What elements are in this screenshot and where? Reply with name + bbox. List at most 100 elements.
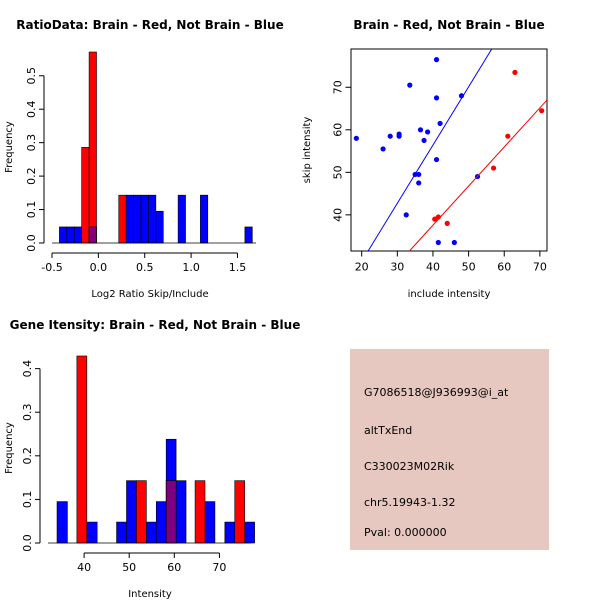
ratio-bar-not-brain [244, 226, 253, 244]
ratio-bar-not-brain [73, 226, 82, 244]
scatter-panel: Brain - Red, Not Brain - Blue include in… [302, 18, 548, 300]
scatter-point-not-brain [433, 156, 440, 163]
scatter-point-not-brain [421, 137, 427, 144]
ratio-bar-not-brain [133, 194, 142, 244]
intensity-bar-not-brain [86, 521, 98, 544]
ratio-bar-not-brain [177, 194, 186, 244]
intensity-y-axis-label: Frequency [4, 422, 15, 474]
ratio-y-tick-label: 0.4 [25, 100, 38, 118]
scatter-point-brain [435, 214, 441, 220]
ratio-bar-not-brain [148, 194, 157, 244]
ratio-y-tick-label: 0.2 [25, 167, 38, 185]
intensity-bar-not-brain [126, 480, 137, 544]
ratio-bar-brain [81, 147, 90, 244]
scatter-point-not-brain [407, 82, 413, 88]
intensity-bar-not-brain [244, 521, 255, 544]
scatter-x-tick-label: 50 [462, 261, 476, 274]
intensity-y-tick-label: 0.2 [21, 447, 34, 465]
ratio-x-tick-label: 1.0 [182, 261, 200, 274]
intensity-bar-not-brain [224, 521, 236, 544]
intensity-bar-overlap [165, 480, 177, 544]
ratio-y-tick-label: 0.3 [25, 134, 38, 152]
intensity-chart-title: Gene Itensity: Brain - Red, Not Brain - … [10, 318, 301, 332]
scatter-point-brain [505, 133, 511, 139]
scatter-point-not-brain [387, 133, 393, 139]
scatter-x-tick-label: 40 [426, 261, 440, 274]
ratio-bar-not-brain [66, 226, 75, 244]
ratio-bar-not-brain [59, 226, 68, 244]
scatter-x-tick-label: 30 [390, 261, 404, 274]
info-panel-background [350, 349, 549, 550]
intensity-bar-not-brain [175, 480, 187, 544]
scatter-point-not-brain [353, 135, 359, 141]
ratio-x-tick-label: 0.0 [90, 261, 108, 274]
ratio-histogram-panel: RatioData: Brain - Red, Not Brain - Blue… [4, 18, 284, 300]
ratio-bar-overlap [88, 226, 97, 244]
scatter-point-not-brain [416, 171, 422, 178]
info-panel: G7086518@J936993@i_at altTxEnd C330023M0… [350, 349, 549, 550]
scatter-y-tick-label: 60 [332, 123, 345, 137]
scatter-point-not-brain [425, 129, 431, 135]
scatter-point-not-brain [403, 212, 409, 218]
ratio-bar-not-brain [140, 194, 149, 244]
scatter-plot-box [350, 48, 548, 252]
scatter-point-not-brain [396, 131, 402, 137]
ratio-bar-brain [118, 194, 127, 244]
scatter-point-not-brain [435, 239, 441, 246]
intensity-histogram-panel: Gene Itensity: Brain - Red, Not Brain - … [4, 318, 300, 600]
scatter-y-tick-label: 40 [332, 208, 345, 222]
intensity-y-tick-label: 0.0 [21, 534, 34, 552]
intensity-y-tick-label: 0.4 [21, 360, 34, 378]
intensity-bar-not-brain [56, 501, 68, 544]
probe-id-text: G7086518@J936993@i_at [364, 386, 509, 399]
intensity-x-tick-label: 70 [212, 561, 226, 574]
genomic-location-text: chr5.19943-1.32 [364, 496, 456, 509]
intensity-y-tick-label: 0.1 [21, 491, 34, 509]
scatter-point-brain [512, 69, 518, 75]
scatter-point-brain [490, 165, 497, 171]
event-type-text: altTxEnd [364, 424, 412, 437]
pval-text: Pval: 0.000000 [364, 526, 447, 539]
ratio-bar-not-brain [155, 210, 164, 244]
scatter-point-not-brain [458, 93, 465, 99]
ratio-x-tick-label: -0.5 [41, 261, 62, 274]
intensity-y-tick-label: 0.3 [21, 403, 34, 421]
scatter-point-not-brain [433, 95, 440, 101]
ratio-bar-not-brain [200, 194, 209, 244]
scatter-x-tick-label: 70 [533, 261, 547, 274]
scatter-point-not-brain [433, 57, 440, 63]
intensity-bar-not-brain [116, 521, 127, 544]
ratio-bar-not-brain [125, 194, 134, 244]
intensity-bar-brain [136, 480, 147, 544]
intensity-bar-not-brain [146, 521, 157, 544]
intensity-bar-brain [234, 480, 245, 544]
scatter-point-not-brain [437, 120, 443, 127]
scatter-point-not-brain [451, 239, 457, 246]
intensity-x-tick-label: 40 [77, 561, 91, 574]
ratio-x-axis-label: Log2 Ratio Skip/Include [91, 289, 208, 300]
scatter-point-brain [444, 220, 450, 226]
scatter-fit-line-not-brain [367, 48, 493, 252]
scatter-x-tick-label: 60 [497, 261, 511, 274]
ratio-chart-title: RatioData: Brain - Red, Not Brain - Blue [16, 18, 283, 32]
scatter-point-brain [539, 108, 545, 114]
intensity-bar-not-brain [155, 501, 167, 544]
scatter-point-not-brain [412, 171, 418, 178]
scatter-fit-line-brain [409, 99, 548, 252]
scatter-x-axis-label: include intensity [408, 289, 491, 300]
ratio-y-tick-label: 0.0 [25, 234, 38, 252]
scatter-point-not-brain [380, 146, 386, 152]
intensity-bar-brain [76, 355, 88, 544]
ratio-y-axis-label: Frequency [4, 121, 15, 173]
intensity-x-tick-label: 50 [122, 561, 136, 574]
scatter-point-not-brain [416, 180, 422, 186]
gene-name-text: C330023M02Rik [364, 460, 455, 473]
intensity-bar-not-brain [204, 501, 216, 544]
scatter-x-tick-label: 20 [355, 261, 369, 274]
intensity-bar-brain [194, 480, 206, 544]
scatter-y-axis-label: skip intensity [302, 117, 313, 184]
scatter-chart-title: Brain - Red, Not Brain - Blue [353, 18, 544, 32]
ratio-x-tick-label: 1.5 [229, 261, 247, 274]
intensity-x-axis-label: Intensity [128, 589, 172, 600]
